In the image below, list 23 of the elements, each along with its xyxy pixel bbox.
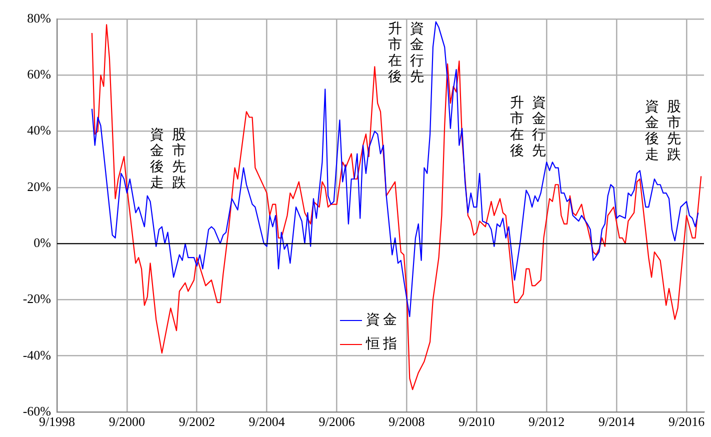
y-tick-label: -40% (22, 347, 52, 362)
x-tick-label: 9/2006 (318, 414, 356, 430)
x-tick-label: 9/2014 (598, 414, 636, 430)
y-tick-label: 20% (27, 178, 52, 194)
y-tick-label: -20% (22, 291, 52, 306)
y-tick-label: 0% (34, 234, 52, 250)
x-tick-label: 9/2000 (108, 414, 146, 430)
text: 股市先跌資金後走 (645, 100, 681, 163)
x-tick-label: 9/2012 (528, 414, 565, 430)
x-tick-label: 9/2004 (248, 414, 286, 430)
x-tick-label: 9/2008 (388, 414, 425, 430)
text: 股市先跌資金後走 (150, 128, 186, 191)
text: 資金行先升市在後 (510, 96, 546, 159)
y-tick-label: 40% (27, 122, 52, 138)
y-tick-label: 60% (27, 66, 52, 82)
text: 資金行先升市在後 (388, 22, 424, 85)
legend-label: 資金 (366, 312, 400, 329)
legend-label: 恒指 (366, 336, 400, 353)
x-tick-label: 9/2010 (458, 414, 495, 430)
y-tick-label: 80% (27, 10, 52, 26)
y-tick-label: -60% (22, 403, 52, 418)
x-tick-label: 9/2016 (668, 414, 706, 430)
x-tick-label: 9/2002 (178, 414, 215, 430)
